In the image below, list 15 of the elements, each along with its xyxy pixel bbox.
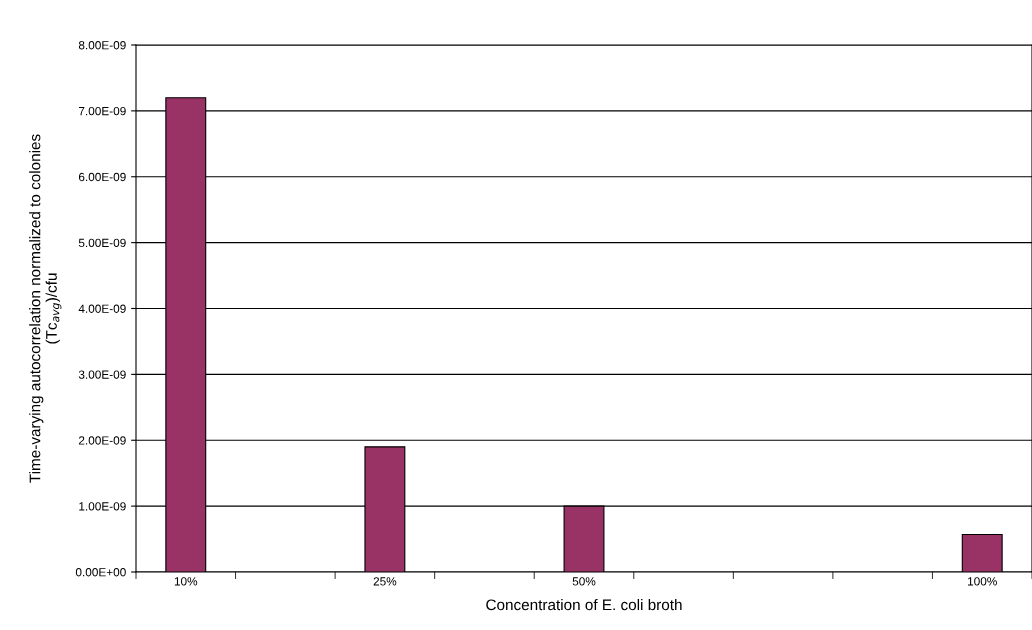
x-tick-label: 100% — [968, 577, 997, 586]
y-tick-label: 5.00E-09 — [78, 238, 126, 248]
y-tick-label: 6.00E-09 — [78, 172, 126, 182]
y-tick-label: 3.00E-09 — [78, 370, 126, 379]
x-tick-label: 10% — [174, 577, 198, 586]
y-tick-label: 0.00E+00 — [75, 568, 126, 577]
y-tick-label: 4.00E-09 — [78, 304, 126, 313]
x-axis-title: Concentration of E. coli broth — [486, 598, 682, 611]
y-tick-label: 7.00E-09 — [78, 106, 126, 116]
y-axis-title: Time-varying autocorrelation normalized to colonies (Tc$_{avg}$)/cfu — [29, 134, 62, 483]
x-tick-label: 50% — [572, 577, 596, 586]
y-tick-label: 2.00E-09 — [78, 436, 126, 445]
x-tick-label: 25% — [373, 577, 397, 586]
y-tick-label: 8.00E-09 — [78, 41, 126, 50]
y-tick-label: 1.00E-09 — [79, 502, 126, 511]
